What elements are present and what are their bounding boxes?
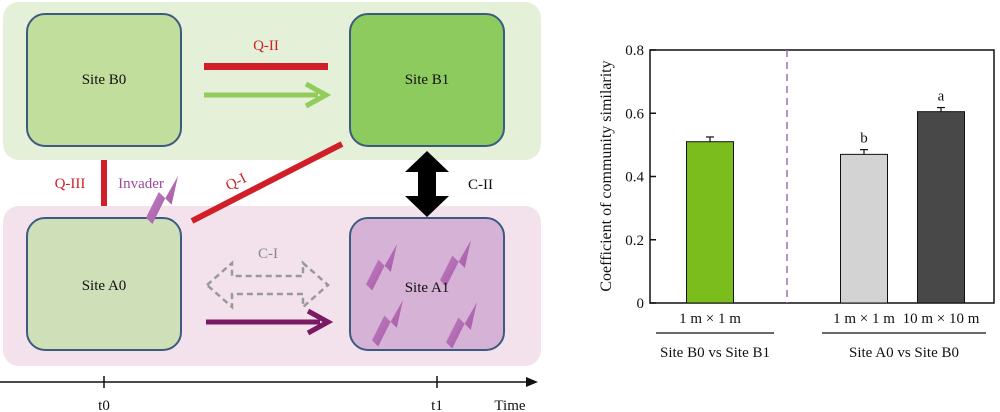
- significance-letter: b: [860, 131, 868, 147]
- q3-label: Q-III: [55, 176, 86, 192]
- category-label: 1 m × 1 m: [833, 311, 895, 327]
- schematic-diagram: Site B0 Site B1 Site A0 Site A1 Q-II Q-I…: [0, 2, 541, 412]
- y-tick-label: 0.6: [625, 106, 644, 122]
- significance-letter: a: [938, 89, 945, 105]
- bar: [917, 111, 965, 304]
- q1-line: [190, 141, 344, 224]
- c1-arrow: [205, 260, 330, 310]
- site-b1-box: [349, 13, 505, 147]
- y-tick-label: 0.8: [625, 43, 644, 59]
- bars: ba: [686, 89, 965, 304]
- y-tick-label: 0: [637, 296, 645, 312]
- q2-bar: [204, 63, 328, 70]
- c2-label: C-II: [468, 177, 493, 193]
- green-arrow: [204, 81, 332, 109]
- group-label: Site B0 vs Site B1: [660, 345, 770, 361]
- purple-arrow: [206, 308, 334, 336]
- bar: [686, 141, 734, 304]
- y-tick-label: 0.2: [625, 233, 644, 249]
- invader-label: Invader: [118, 176, 164, 192]
- y-axis-label: Coefficient of community similarity: [598, 60, 615, 291]
- site-a1-label: Site A1: [405, 280, 450, 296]
- c1-label: C-I: [258, 246, 278, 262]
- site-b0-label: Site B0: [82, 72, 127, 88]
- q3-bar: [101, 160, 107, 206]
- t0-label: t0: [98, 398, 110, 412]
- category-label: 1 m × 1 m: [679, 311, 741, 327]
- site-b1-label: Site B1: [405, 72, 450, 88]
- group-label: Site A0 vs Site B0: [849, 345, 959, 361]
- time-axis-label: Time: [494, 398, 525, 412]
- x-labels: 1 m × 1 m 1 m × 1 m 10 m × 10 m Site B0 vs …: [656, 311, 986, 361]
- similarity-bar-chart: Coefficient of community similarity 0 0.2…: [598, 43, 995, 361]
- q2-label: Q-II: [253, 38, 279, 54]
- site-a0-box: [26, 217, 182, 351]
- t1-label: t1: [431, 398, 443, 412]
- category-label: 10 m × 10 m: [903, 311, 980, 327]
- bar: [840, 153, 888, 304]
- y-tick-label: 0.4: [625, 170, 644, 186]
- y-ticks: 0 0.2 0.4 0.6 0.8: [625, 43, 656, 312]
- site-b0-box: [26, 13, 182, 147]
- c2-arrow: [405, 151, 449, 217]
- timeline: [0, 376, 538, 388]
- site-a0-label: Site A0: [82, 278, 127, 294]
